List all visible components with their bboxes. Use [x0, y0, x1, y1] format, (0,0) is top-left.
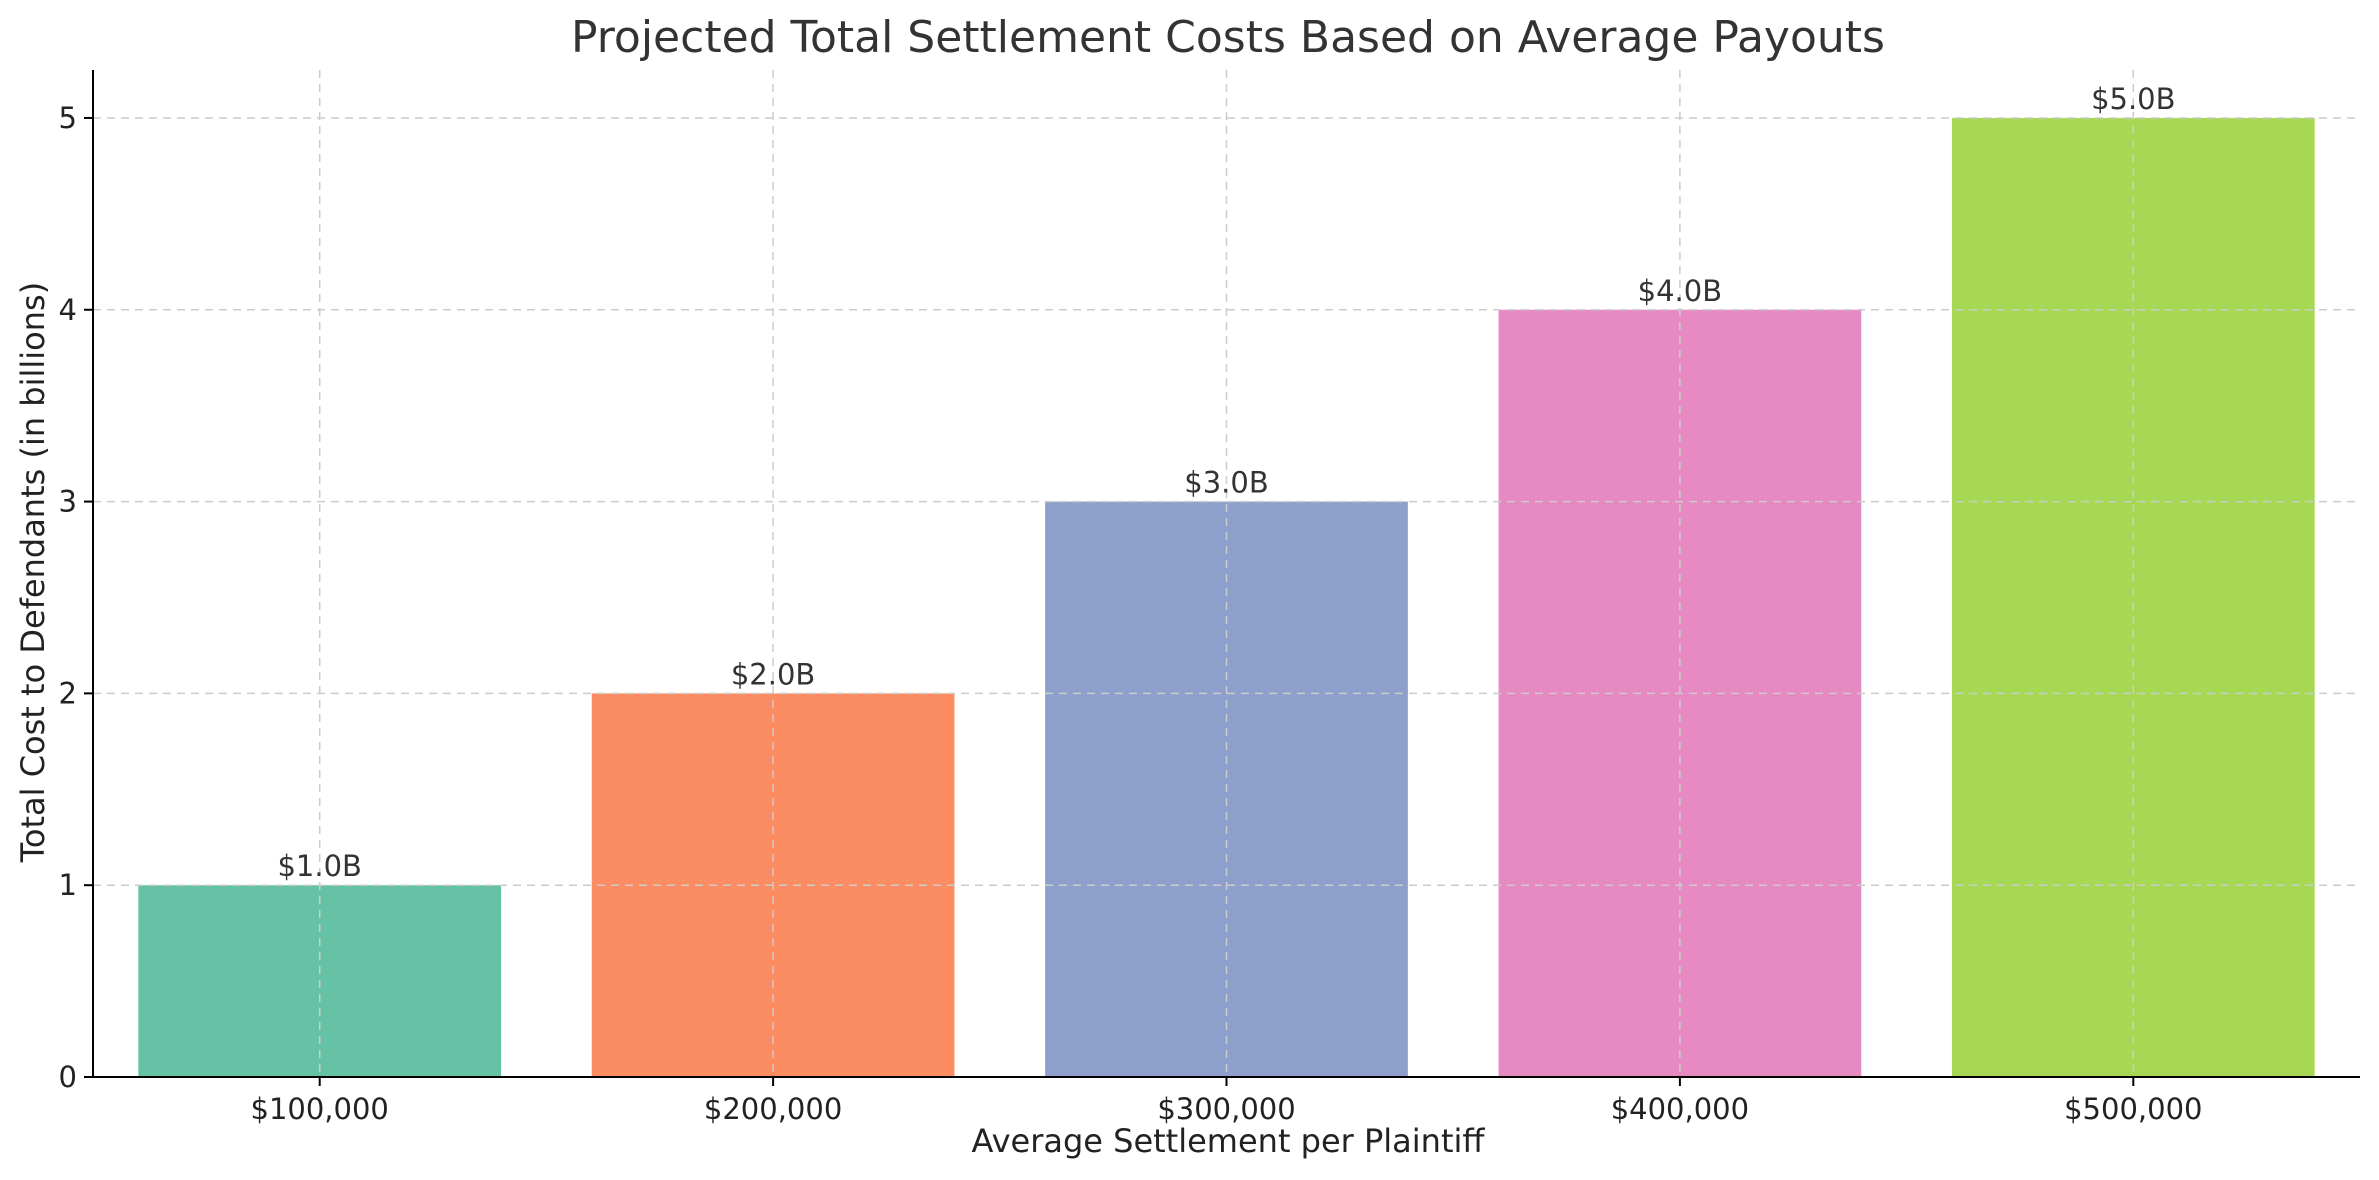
- bar-data-label: $1.0B: [277, 849, 361, 883]
- bar-data-label: $4.0B: [1638, 274, 1722, 308]
- x-tick-label: $400,000: [1611, 1092, 1749, 1126]
- y-tick-label: 5: [59, 101, 77, 135]
- axis-layer: [84, 70, 2360, 1086]
- x-tick-label: $300,000: [1157, 1092, 1295, 1126]
- y-tick-label: 0: [59, 1060, 77, 1094]
- y-tick-label: 3: [59, 485, 77, 519]
- y-axis-label: Total Cost to Defendants (in billions): [14, 282, 52, 863]
- x-tick-label: $200,000: [704, 1092, 842, 1126]
- label-layer: 0 1 2 3 4 5 $1.0B $2.0B $3.0B $4.0B $5.0B $100,000 $…: [59, 82, 2203, 1126]
- bar-layer: [138, 117, 2315, 1078]
- x-tick-label: $500,000: [2064, 1092, 2202, 1126]
- bar: [1951, 117, 2315, 1077]
- x-axis-label: Average Settlement per Plaintiff: [972, 1122, 1486, 1160]
- x-tick-label: $100,000: [251, 1092, 389, 1126]
- y-tick-label: 2: [59, 676, 77, 710]
- bar-data-label: $2.0B: [731, 657, 815, 691]
- y-tick-label: 4: [59, 293, 77, 327]
- y-tick-label: 1: [59, 868, 77, 902]
- chart-title: Projected Total Settlement Costs Based o…: [571, 12, 1885, 63]
- bar-data-label: $5.0B: [2091, 82, 2175, 116]
- bar-data-label: $3.0B: [1184, 466, 1268, 500]
